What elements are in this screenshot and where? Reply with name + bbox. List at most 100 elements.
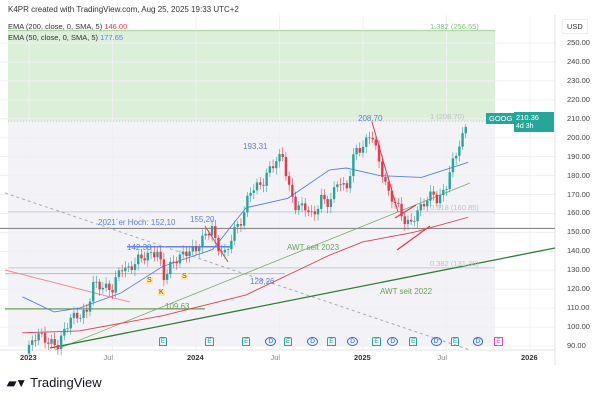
- candle-body: [268, 166, 272, 173]
- candle-body: [307, 210, 310, 213]
- label-208: 208,70: [358, 114, 383, 123]
- candle-body: [384, 176, 387, 182]
- candle-body: [207, 233, 211, 236]
- candle-body: [156, 251, 159, 258]
- legend-ema200-value: 146.00: [104, 22, 128, 31]
- candle-body: [323, 194, 326, 200]
- candle-body: [400, 203, 403, 217]
- candle-body: [85, 309, 89, 312]
- candle-body: [409, 219, 413, 222]
- ema50-line: [22, 161, 469, 313]
- candle-body: [336, 184, 339, 188]
- legend-ema200[interactable]: EMA (200, close, 0, SMA, 5) 146.00: [8, 22, 127, 31]
- candle-body: [445, 189, 448, 190]
- dividend-marker: D: [472, 337, 484, 346]
- candle-body: [27, 344, 31, 354]
- candle-body: [98, 281, 101, 290]
- candle-body: [365, 137, 368, 147]
- earnings-marker: E: [327, 337, 336, 346]
- candle-body: [159, 251, 162, 260]
- candle-body: [326, 199, 329, 207]
- candle-body: [374, 139, 378, 146]
- price-tick-6: 190.00: [567, 151, 590, 161]
- candle-body: [371, 138, 374, 140]
- candle-body: [332, 187, 336, 200]
- candle-body: [226, 249, 230, 250]
- candle-body: [104, 283, 108, 288]
- candle-body: [34, 340, 37, 342]
- pattern-marker-2: K: [158, 289, 165, 296]
- candle-body: [310, 211, 313, 213]
- candle-body: [316, 208, 320, 215]
- candle-body: [130, 266, 133, 270]
- time-tick-4: 2025: [354, 353, 371, 362]
- candle-body: [249, 192, 252, 196]
- price-tick-16: 90.00: [567, 341, 586, 351]
- earnings-marker: E: [372, 337, 381, 346]
- fib-zone-upper: [8, 30, 495, 122]
- candle-body: [214, 226, 217, 238]
- candle-body: [284, 157, 288, 177]
- candle-body: [63, 328, 66, 336]
- candle-body: [448, 172, 451, 190]
- currency-label[interactable]: USD: [562, 19, 588, 34]
- earnings-marker: E: [205, 337, 214, 346]
- candle-body: [303, 203, 307, 211]
- candle-body: [358, 147, 361, 153]
- candle-body: [294, 196, 297, 211]
- price-tick-13: 120.00: [567, 284, 590, 294]
- candle-body: [246, 195, 249, 213]
- label-142: 142,38: [127, 243, 152, 252]
- time-tick-3: Jul: [270, 353, 281, 362]
- candle-body: [43, 333, 47, 343]
- price-tick-5: 200.00: [567, 132, 590, 142]
- candle-body: [143, 258, 146, 261]
- upcoming-earnings-marker: E: [494, 337, 503, 346]
- tradingview-logo[interactable]: ▰▼ TradingView: [7, 375, 102, 390]
- candle-body: [117, 270, 121, 278]
- candle-body: [223, 249, 227, 253]
- dividend-marker: D: [307, 337, 318, 346]
- candle-body: [101, 287, 105, 290]
- time-tick-5: Jul: [437, 353, 448, 362]
- price-tick-3: 220.00: [567, 94, 590, 104]
- fib-label-3: 0.382 (131.30): [430, 258, 479, 268]
- candle-body: [275, 161, 278, 169]
- candle-body: [50, 339, 53, 344]
- candle-body: [40, 333, 44, 334]
- candle-body: [127, 266, 130, 268]
- candle-body: [37, 333, 40, 341]
- wedge-upper: [394, 204, 417, 219]
- candle-body: [108, 283, 111, 290]
- legend-ema50[interactable]: EMA (50, close, 0, SMA, 5) 177.65: [8, 33, 123, 42]
- time-tick-2: 2024: [187, 353, 204, 362]
- label-128: 128,26: [250, 277, 275, 286]
- candle-body: [300, 203, 304, 206]
- candle-body: [429, 191, 432, 201]
- label-awt-2023: AWT seit 2023: [287, 243, 340, 252]
- candle-body: [114, 277, 117, 293]
- candle-body: [287, 176, 291, 185]
- candle-body: [162, 259, 166, 280]
- price-tick-1: 240.00: [567, 56, 590, 66]
- candle-body: [230, 240, 233, 250]
- candle-body: [178, 254, 182, 264]
- time-tick-1: Jul: [103, 353, 114, 362]
- candle-body: [220, 251, 223, 253]
- candle-body: [281, 153, 284, 158]
- fib-label-1: 1 (208.70): [430, 112, 465, 122]
- candle-body: [198, 247, 201, 252]
- bar-countdown: 4d 3h: [516, 123, 534, 130]
- candle-body: [66, 328, 69, 330]
- wedge-lower: [396, 225, 431, 251]
- candle-body: [435, 194, 439, 204]
- awt-2022-line: [49, 247, 556, 349]
- candle-body: [92, 281, 95, 302]
- earnings-marker: E: [158, 337, 167, 346]
- ticker-tag: GOOG: [486, 113, 516, 124]
- price-tick-8: 170.00: [567, 189, 590, 199]
- candle-body: [262, 184, 265, 186]
- candle-body: [458, 146, 461, 156]
